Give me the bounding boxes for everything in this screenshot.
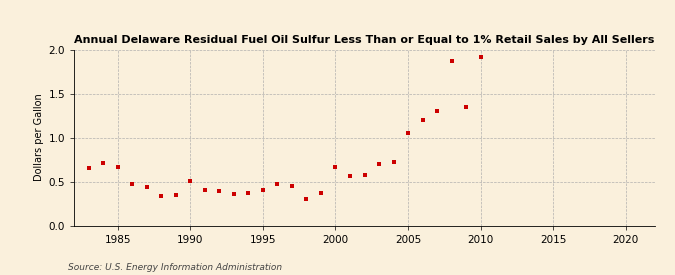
- Point: [142, 185, 153, 189]
- Point: [417, 118, 428, 122]
- Y-axis label: Dollars per Gallon: Dollars per Gallon: [34, 94, 45, 182]
- Point: [84, 166, 95, 170]
- Point: [258, 188, 269, 192]
- Point: [316, 191, 327, 195]
- Point: [388, 160, 399, 164]
- Point: [475, 54, 486, 59]
- Text: Source: U.S. Energy Information Administration: Source: U.S. Energy Information Administ…: [68, 263, 281, 272]
- Point: [185, 178, 196, 183]
- Point: [359, 173, 370, 178]
- Point: [446, 59, 457, 63]
- Point: [286, 184, 297, 188]
- Point: [229, 192, 240, 196]
- Point: [214, 189, 225, 193]
- Point: [403, 131, 414, 135]
- Point: [98, 161, 109, 165]
- Point: [330, 165, 341, 170]
- Point: [374, 162, 385, 166]
- Point: [461, 104, 472, 109]
- Point: [243, 191, 254, 195]
- Point: [432, 109, 443, 113]
- Point: [113, 164, 124, 169]
- Point: [127, 182, 138, 186]
- Point: [344, 174, 355, 178]
- Point: [272, 182, 283, 186]
- Point: [301, 197, 312, 201]
- Point: [156, 193, 167, 198]
- Point: [171, 192, 182, 197]
- Title: Annual Delaware Residual Fuel Oil Sulfur Less Than or Equal to 1% Retail Sales b: Annual Delaware Residual Fuel Oil Sulfur…: [74, 35, 655, 45]
- Point: [199, 188, 210, 192]
